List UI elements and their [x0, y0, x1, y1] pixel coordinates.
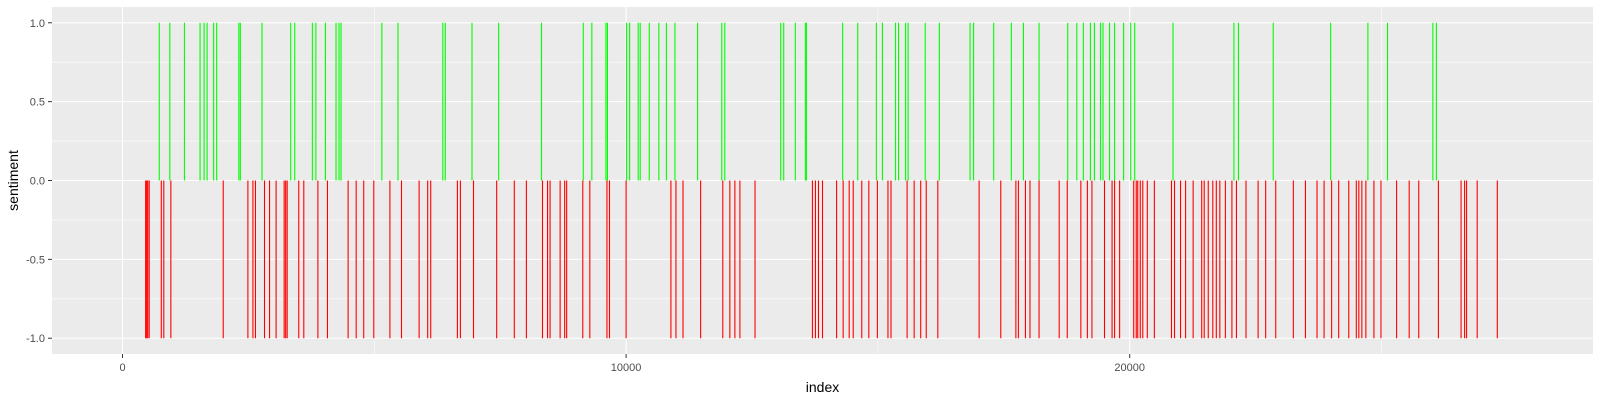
x-tick-label: 10000 [611, 362, 642, 374]
x-tick-label: 0 [119, 362, 125, 374]
minor-gridlines [52, 7, 1593, 354]
y-tick-label: -1.0 [26, 333, 45, 345]
y-tick-label: 1.0 [30, 18, 45, 30]
y-axis-ticks: -1.0 -0.5 0.0 0.5 1.0 [26, 18, 52, 345]
positive-sentiment-series [158, 22, 1437, 181]
y-tick-label: 0.5 [30, 97, 45, 109]
y-tick-label: 0.0 [30, 176, 45, 188]
y-axis-title: sentiment [5, 150, 21, 211]
x-axis-ticks: 0 10000 20000 [119, 354, 1145, 374]
y-tick-label: -0.5 [26, 254, 45, 266]
x-tick-label: 20000 [1114, 362, 1145, 374]
x-axis-title: index [806, 379, 839, 395]
negative-sentiment-series [145, 180, 1498, 339]
